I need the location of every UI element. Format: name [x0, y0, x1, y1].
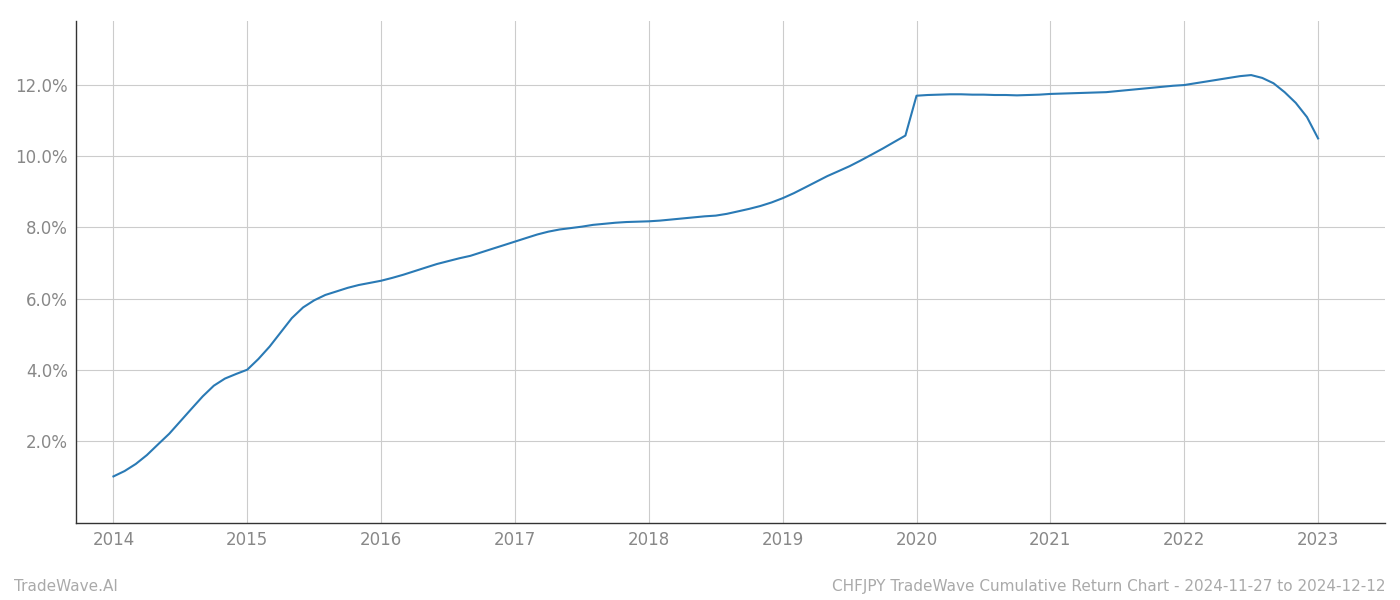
Text: CHFJPY TradeWave Cumulative Return Chart - 2024-11-27 to 2024-12-12: CHFJPY TradeWave Cumulative Return Chart…	[833, 579, 1386, 594]
Text: TradeWave.AI: TradeWave.AI	[14, 579, 118, 594]
